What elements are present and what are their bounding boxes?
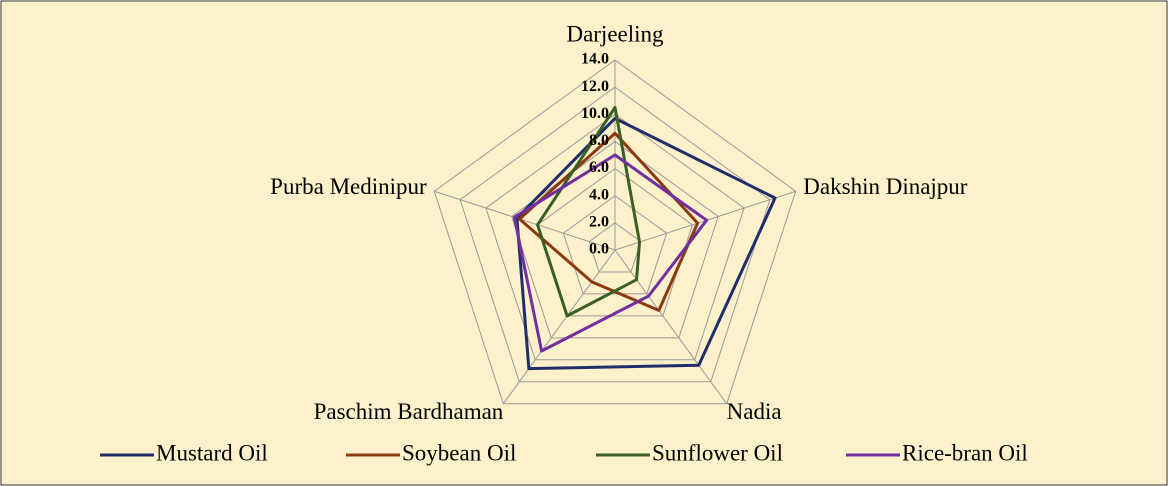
label-group: 0.0 2.0 4.0 6.0 8.0 10.0 12.0 14.0 Darjeeling Dak… xyxy=(270,21,968,424)
r-tick-label: 2.0 xyxy=(589,214,609,231)
legend-label: Sunflower Oil xyxy=(652,440,783,465)
series-line xyxy=(536,106,642,318)
category-label: Purba Medinipur xyxy=(270,174,427,199)
grid-ring xyxy=(588,222,642,273)
grid-ring xyxy=(433,59,797,405)
spoke xyxy=(434,190,616,251)
r-tick-label: 8.0 xyxy=(589,132,609,149)
spoke xyxy=(502,249,616,405)
legend: Mustard Oil Soybean Oil Sunflower Oil Rice-… xyxy=(100,440,1028,465)
category-label: Dakshin Dinajpur xyxy=(803,174,968,199)
category-label: Nadia xyxy=(727,399,782,424)
series-line xyxy=(512,153,709,353)
series-line xyxy=(515,116,777,371)
legend-label: Soybean Oil xyxy=(402,440,516,465)
r-tick-label: 12.0 xyxy=(581,78,609,95)
r-tick-label: 4.0 xyxy=(589,186,609,203)
legend-label: Mustard Oil xyxy=(156,440,268,465)
category-label: Darjeeling xyxy=(566,21,664,46)
grid-ring xyxy=(485,113,745,361)
spoke xyxy=(614,249,728,405)
grid-ring xyxy=(536,167,694,317)
category-label: Paschim Bardhaman xyxy=(314,399,504,424)
r-tick-label: 14.0 xyxy=(581,51,609,68)
legend-label: Rice-bran Oil xyxy=(902,440,1028,465)
grid-ring xyxy=(562,195,668,295)
r-tick-label: 10.0 xyxy=(581,105,609,122)
r-tick-label: 0.0 xyxy=(589,241,609,258)
series-group xyxy=(512,106,777,371)
r-tick-label: 6.0 xyxy=(589,159,609,176)
